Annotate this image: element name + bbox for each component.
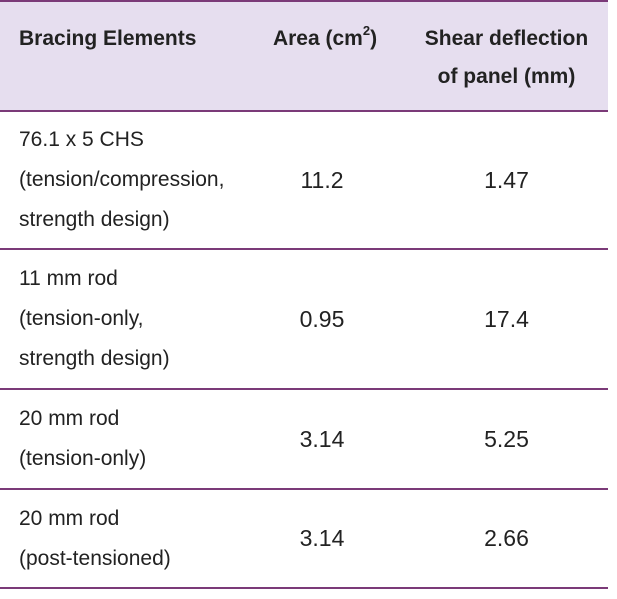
header-row: Bracing Elements Area (cm2) Shear deflec…: [0, 1, 608, 111]
cell-shear-deflection: 17.4: [484, 305, 529, 332]
element-line: (tension-only,: [19, 307, 144, 330]
table-row: 20 mm rod (post-tensioned) 3.14 2.66: [0, 489, 608, 588]
header-area-prefix: Area (cm: [272, 27, 363, 50]
cell-area: 3.14: [299, 525, 345, 551]
cell-bracing-element: 20 mm rod (tension-only): [0, 389, 245, 489]
header-bracing-elements: Bracing Elements: [19, 27, 197, 50]
table-row: 11 mm rod (tension-only, strength design…: [0, 249, 608, 389]
header-area: Area (cm2): [245, 1, 405, 111]
element-line: 20 mm rod: [19, 407, 120, 430]
element-line: (post-tensioned): [19, 546, 171, 570]
table-header: Bracing Elements Area (cm2) Shear deflec…: [0, 1, 608, 111]
element-line: (tension/compression,: [19, 168, 225, 191]
element-line: (tension-only): [19, 447, 147, 470]
element-line: 76.1 x 5 CHS: [19, 128, 144, 151]
element-line: 20 mm rod: [19, 506, 120, 530]
header-shear-deflection: Shear deflection of panel (mm): [405, 1, 608, 111]
cell-shear-deflection: 5.25: [484, 425, 529, 452]
header-shear-line-1: Shear deflection: [424, 27, 589, 50]
cell-area: 0.95: [299, 305, 345, 332]
cell-bracing-element: 11 mm rod (tension-only, strength design…: [0, 249, 245, 389]
table-body: 76.1 x 5 CHS (tension/compression, stren…: [0, 111, 608, 588]
cell-bracing-element: 20 mm rod (post-tensioned): [0, 489, 245, 588]
header-area-suffix: ): [370, 27, 378, 50]
element-line: strength design): [19, 208, 170, 231]
cell-area: 3.14: [299, 425, 345, 452]
bracing-elements-table: Bracing Elements Area (cm2) Shear deflec…: [0, 1, 608, 588]
cell-shear-deflection: 1.47: [484, 166, 529, 193]
table-row: 76.1 x 5 CHS (tension/compression, stren…: [0, 111, 608, 249]
header-area-superscript: 2: [362, 23, 371, 38]
cell-shear-deflection: 2.66: [484, 525, 529, 551]
header-shear-line-2: of panel (mm): [437, 65, 576, 88]
element-line: 11 mm rod: [19, 267, 118, 290]
cell-area: 11.2: [300, 166, 344, 193]
cell-bracing-element: 76.1 x 5 CHS (tension/compression, stren…: [0, 111, 245, 249]
table-row: 20 mm rod (tension-only) 3.14 5.25: [0, 389, 608, 489]
element-line: strength design): [19, 347, 170, 370]
bracing-table-container: Bracing Elements Area (cm2) Shear deflec…: [0, 1, 608, 588]
